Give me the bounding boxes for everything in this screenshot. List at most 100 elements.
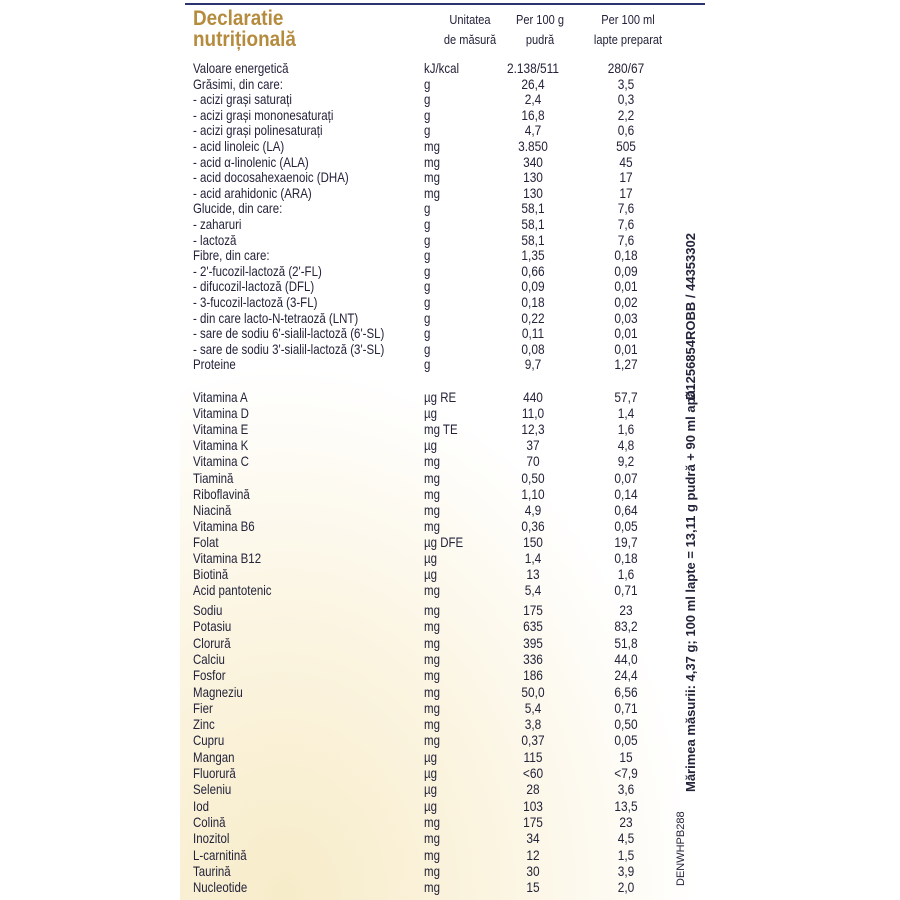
value-per-100g: 130 [523, 169, 543, 186]
value-per-100ml: 17 [619, 184, 633, 201]
nutrient-name: Iod [193, 797, 209, 814]
value-per-100g: 12,3 [521, 421, 545, 438]
value-per-100ml: 9,2 [617, 453, 635, 470]
value-per-100ml: 45 [619, 153, 633, 170]
unit: g [424, 200, 431, 217]
value-per-100ml: 0,09 [614, 262, 638, 279]
value-per-100ml: 23 [619, 813, 633, 830]
unit: mg [424, 169, 440, 186]
unit: g [424, 309, 431, 326]
value-per-100ml: 4,8 [617, 437, 635, 454]
value-per-100g: 58,1 [521, 200, 545, 217]
value-per-100ml: 23 [619, 602, 633, 618]
value-per-100g: 150 [523, 533, 543, 550]
nutrient-name: Biotină [193, 566, 229, 583]
value-per-100ml: 13,5 [614, 797, 638, 814]
value-per-100ml: 19,7 [614, 533, 638, 550]
value-per-100g: 70 [526, 453, 540, 470]
value-per-100ml: 0,03 [614, 309, 638, 326]
nutrient-name: Taurină [193, 862, 231, 879]
nutrient-name: Vitamina K [193, 437, 249, 454]
column-header: Per 100 ml [601, 12, 655, 27]
nutrient-name: - acizi grași polinesaturați [193, 122, 323, 139]
unit: g [424, 247, 431, 264]
value-per-100g: 37 [526, 437, 540, 454]
value-per-100ml: 0,14 [614, 485, 638, 502]
nutrient-name: Fosfor [193, 667, 226, 684]
nutrient-name: - 2'-fucozil-lactoză (2'-FL) [193, 262, 322, 279]
unit: µg RE [424, 389, 457, 405]
unit: mg [424, 501, 440, 518]
unit: g [424, 294, 431, 310]
value-per-100g: 30 [526, 862, 540, 879]
unit: mg [424, 602, 440, 618]
nutrient-name: - acid α-linolenic (ALA) [193, 153, 309, 170]
nutrient-name: - difucozil-lactoză (DFL) [193, 278, 315, 295]
value-per-100ml: 0,18 [614, 247, 638, 264]
unit: mg [424, 582, 440, 599]
value-per-100ml: 44,0 [614, 650, 638, 667]
value-per-100ml: 0,71 [614, 699, 638, 716]
nutrient-name: L-carnitină [193, 846, 247, 863]
unit: g [424, 122, 431, 139]
value-per-100ml: 505 [616, 138, 636, 154]
unit: mg [424, 716, 440, 733]
nutrient-name: Acid pantotenic [193, 582, 272, 599]
value-per-100ml: 0,64 [614, 501, 638, 518]
unit: mg [424, 732, 440, 749]
column-header: Per 100 g [516, 12, 564, 27]
nutrient-name: - sare de sodiu 6'-sialil-lactoză (6'-SL… [193, 325, 385, 342]
value-per-100g: 186 [523, 667, 543, 684]
value-per-100ml: 3,6 [617, 781, 635, 798]
value-per-100g: 3.850 [518, 138, 548, 154]
unit: g [424, 262, 431, 279]
value-per-100ml: 3,9 [617, 862, 635, 879]
value-per-100ml: 1,5 [617, 846, 635, 863]
nutrient-name: - din care lacto-N-tetraoză (LNT) [193, 309, 359, 326]
unit: g [424, 231, 431, 248]
value-per-100ml: 1,6 [617, 566, 635, 583]
nutrient-name: Fluorură [193, 765, 236, 781]
value-per-100ml: 0,01 [614, 278, 638, 295]
value-per-100ml: 7,6 [617, 200, 635, 217]
value-per-100ml: 24,4 [614, 667, 638, 684]
nutrient-name: - 3-fucozil-lactoză (3-FL) [193, 294, 318, 310]
value-per-100g: 0,18 [521, 294, 545, 310]
unit: µg [424, 550, 438, 566]
unit: g [424, 325, 431, 342]
value-per-100g: 130 [523, 184, 543, 201]
value-per-100ml: 0,02 [614, 294, 638, 310]
value-per-100g: 635 [523, 618, 543, 635]
nutrient-name: Tiamină [193, 469, 234, 486]
side-code: D1256854ROBB / 44353302 [683, 233, 698, 400]
unit: µg [424, 437, 438, 454]
value-per-100g: 0,08 [521, 340, 545, 357]
unit: mg [424, 683, 440, 700]
nutrient-name: - sare de sodiu 3'-sialil-lactoză (3'-SL… [193, 340, 385, 357]
unit: g [424, 91, 431, 108]
value-per-100g: 336 [523, 650, 543, 667]
nutrient-name: Vitamina A [193, 389, 248, 405]
unit: g [424, 75, 431, 92]
nutrient-name: Fier [193, 699, 213, 716]
value-per-100g: 58,1 [521, 216, 545, 232]
unit: mg [424, 618, 440, 635]
nutrient-name: Grăsimi, din care: [193, 75, 283, 92]
nutrient-name: Seleniu [193, 781, 232, 798]
unit: mg [424, 634, 440, 651]
value-per-100ml: 2,0 [617, 879, 635, 896]
unit: mg [424, 184, 440, 201]
value-per-100ml: 0,01 [614, 340, 638, 357]
nutrient-name: Proteine [193, 356, 236, 373]
unit: mg [424, 846, 440, 863]
value-per-100ml: <7,9 [614, 765, 638, 781]
value-per-100ml: 7,6 [617, 216, 635, 232]
value-per-100g: 5,4 [524, 699, 542, 716]
value-per-100ml: 0,07 [614, 469, 638, 486]
unit: mg TE [424, 421, 458, 438]
value-per-100g: 9,7 [524, 356, 542, 373]
column-header: de măsură [443, 32, 497, 47]
nutrient-name: - acid linoleic (LA) [193, 138, 285, 154]
value-per-100g: 26,4 [521, 75, 545, 92]
